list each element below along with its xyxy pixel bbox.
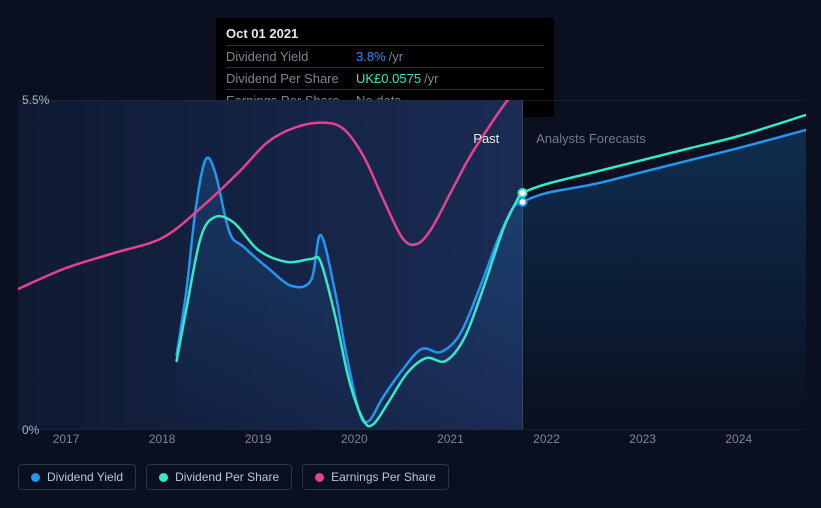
region-label-past: Past	[473, 131, 499, 146]
legend-label: Dividend Yield	[47, 470, 123, 484]
legend-dot-icon	[159, 473, 168, 482]
x-axis-label: 2019	[245, 432, 272, 446]
legend-item-earnings-per-share[interactable]: Earnings Per Share	[302, 464, 449, 490]
x-axis-label: 2020	[341, 432, 368, 446]
chart-svg	[18, 100, 806, 430]
tooltip-value: UK£0.0575	[356, 71, 421, 86]
tooltip-value: 3.8%	[356, 49, 386, 64]
legend-label: Dividend Per Share	[175, 470, 279, 484]
tooltip-date: Oct 01 2021	[226, 26, 544, 45]
tooltip-unit: /yr	[389, 49, 403, 64]
region-label-forecast: Analysts Forecasts	[536, 131, 646, 146]
tooltip-row: Dividend Yield 3.8% /yr	[226, 45, 544, 67]
legend-item-dividend-per-share[interactable]: Dividend Per Share	[146, 464, 292, 490]
legend-item-dividend-yield[interactable]: Dividend Yield	[18, 464, 136, 490]
legend-label: Earnings Per Share	[331, 470, 436, 484]
x-axis-label: 2017	[53, 432, 80, 446]
x-axis-label: 2024	[725, 432, 752, 446]
tooltip-label: Dividend Per Share	[226, 71, 356, 86]
x-axis-label: 2023	[629, 432, 656, 446]
chart-plot-area[interactable]: 5.5%0%	[18, 100, 806, 430]
y-axis-label: 5.5%	[22, 93, 36, 107]
tooltip-label: Dividend Yield	[226, 49, 356, 64]
tooltip-row: Dividend Per Share UK£0.0575 /yr	[226, 67, 544, 89]
legend: Dividend Yield Dividend Per Share Earnin…	[18, 464, 449, 490]
x-axis-label: 2018	[149, 432, 176, 446]
x-axis: 2017 2018 2019 2020 2021 2022 2023 2024	[18, 432, 806, 450]
legend-dot-icon	[315, 473, 324, 482]
x-axis-label: 2022	[533, 432, 560, 446]
tooltip-unit: /yr	[424, 71, 438, 86]
legend-dot-icon	[31, 473, 40, 482]
x-axis-label: 2021	[437, 432, 464, 446]
